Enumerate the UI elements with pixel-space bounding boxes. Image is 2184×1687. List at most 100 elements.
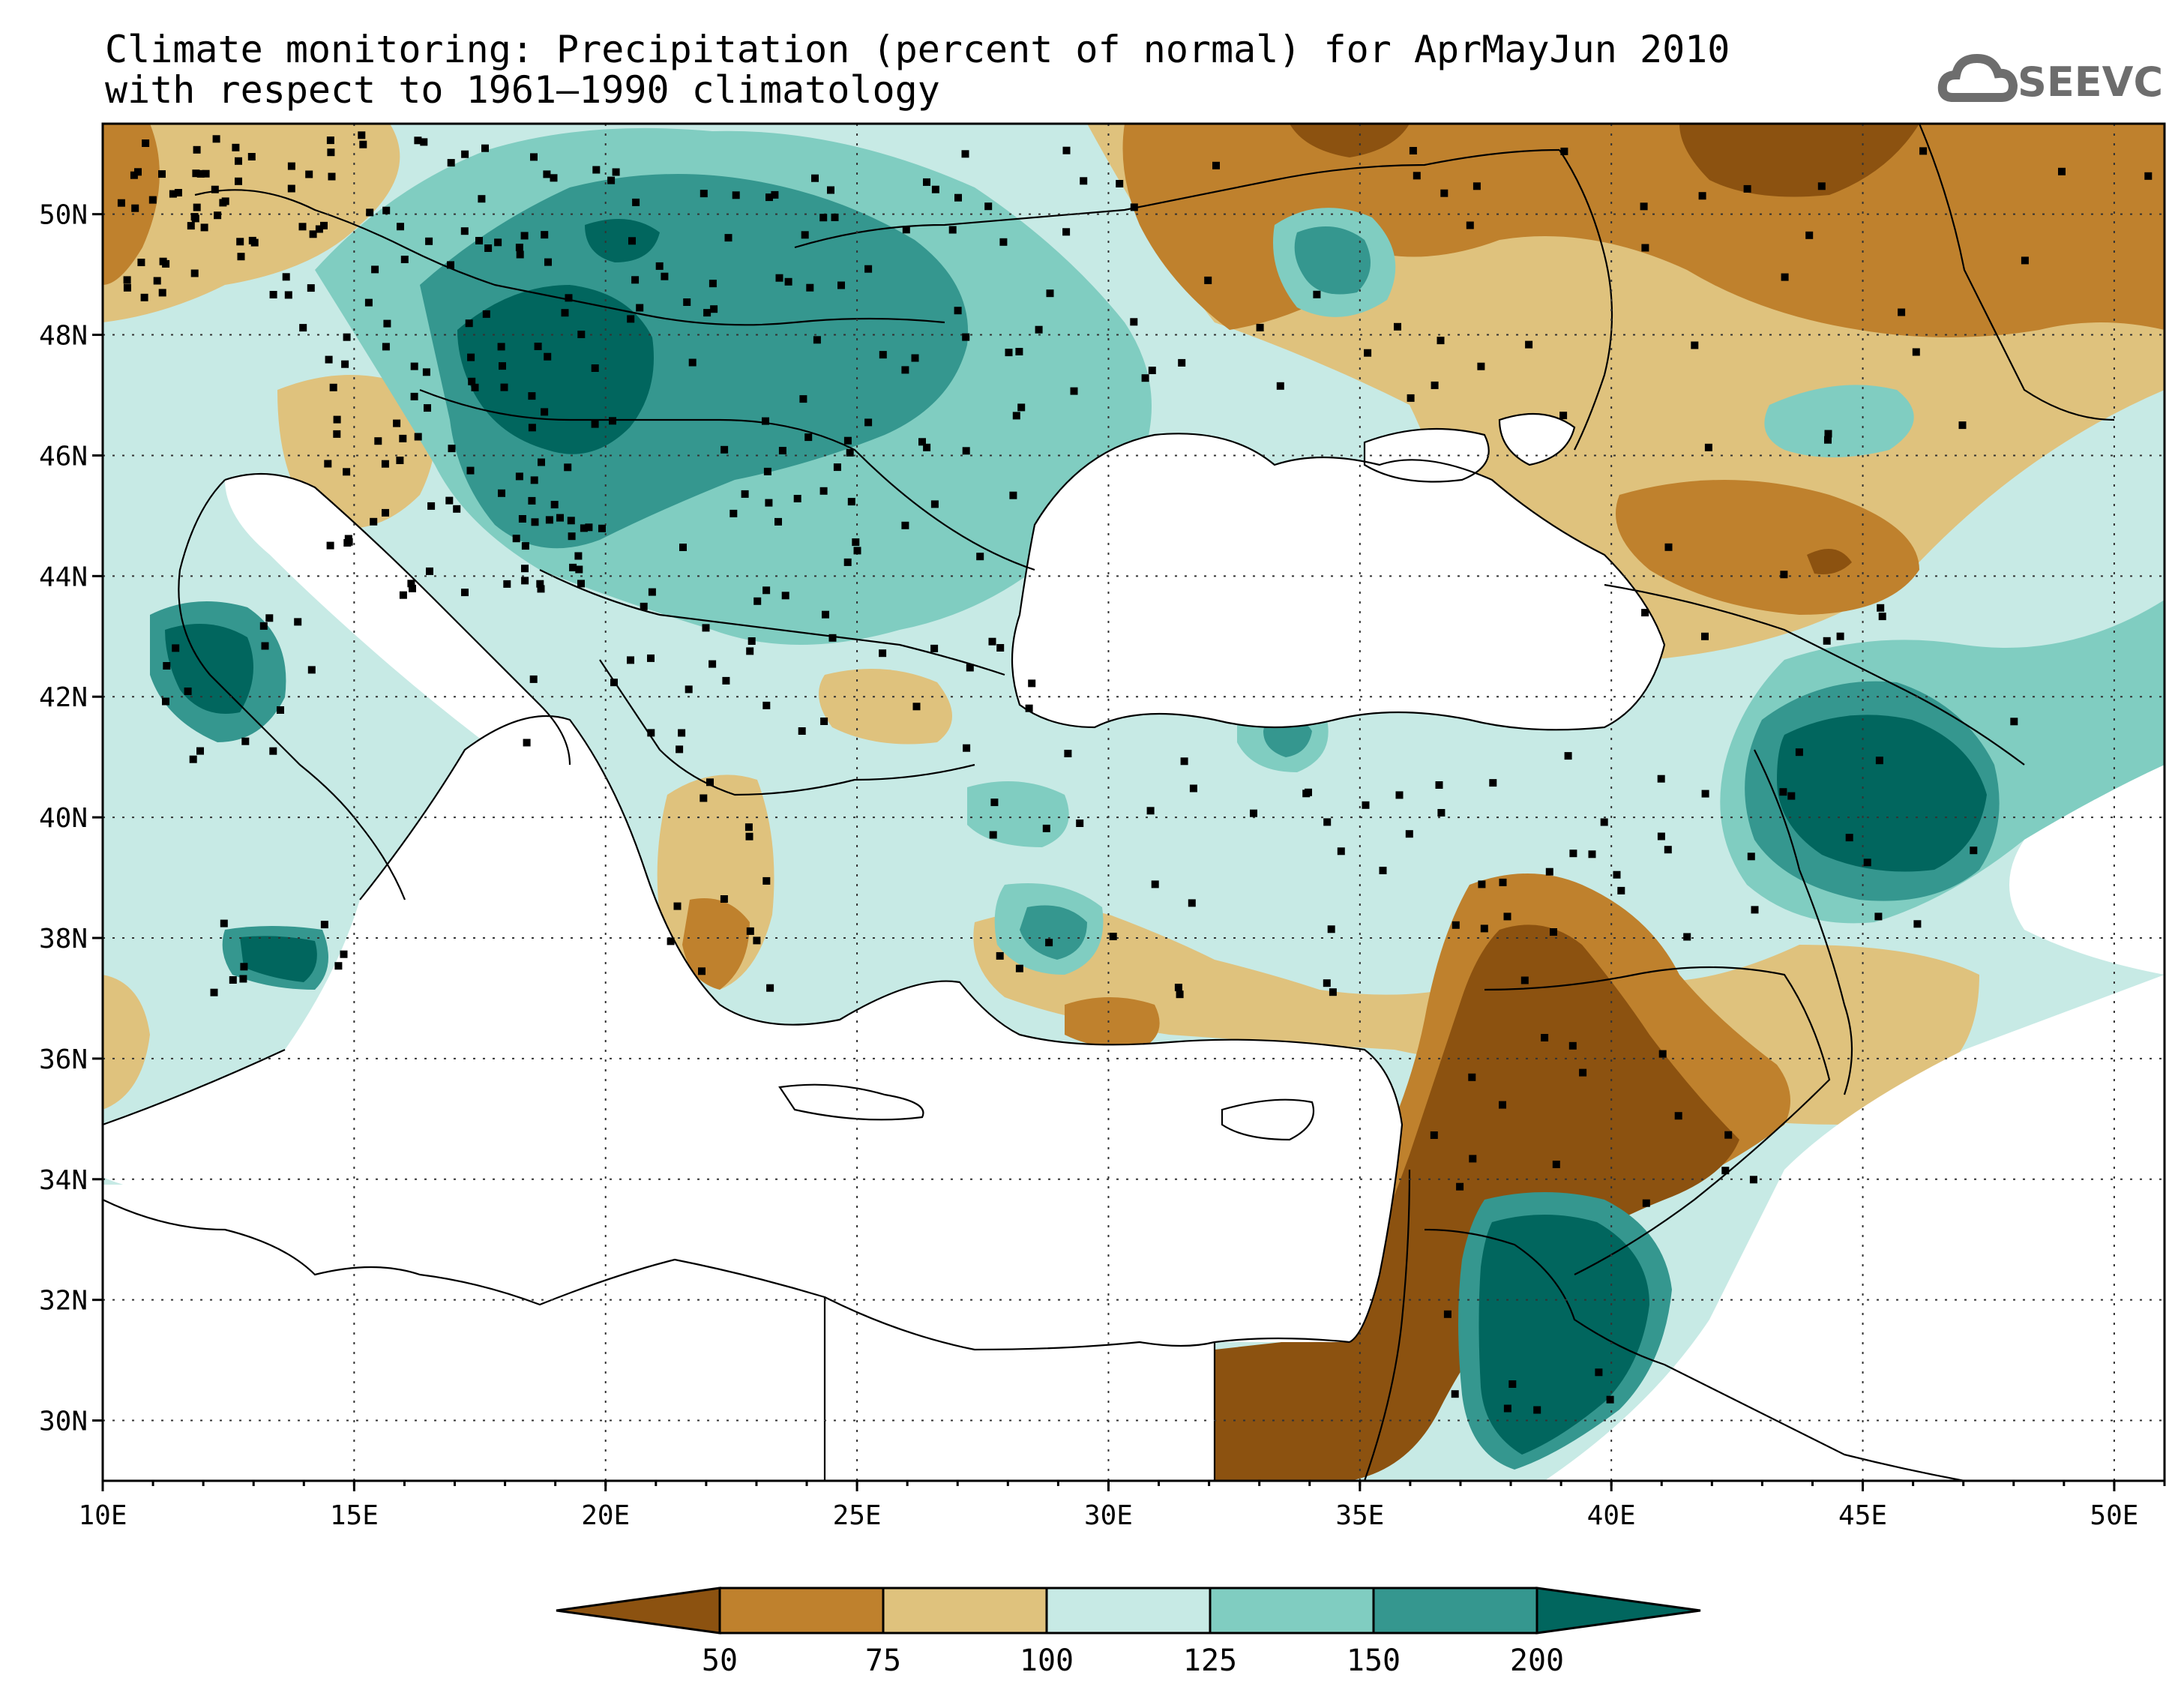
- station-marker: [333, 430, 341, 438]
- lon-tick-label: 40E: [1587, 1500, 1636, 1531]
- station-marker: [2010, 718, 2018, 726]
- station-marker: [744, 823, 753, 832]
- station-marker: [393, 419, 401, 427]
- station-marker: [320, 221, 328, 229]
- station-marker: [988, 637, 996, 646]
- coast-crimea: [1363, 412, 1576, 483]
- lat-tick-label: 30N: [39, 1407, 88, 1437]
- station-marker: [567, 517, 575, 525]
- station-marker: [196, 169, 205, 178]
- station-marker: [1437, 809, 1446, 817]
- station-marker: [1148, 367, 1156, 374]
- station-marker: [1451, 1390, 1459, 1398]
- station-marker: [627, 656, 634, 664]
- station-marker: [1595, 1368, 1603, 1377]
- station-marker: [536, 580, 544, 588]
- station-marker: [269, 291, 277, 298]
- station-marker: [1327, 925, 1335, 933]
- station-marker: [961, 150, 969, 158]
- station-marker: [541, 231, 549, 239]
- station-marker: [820, 718, 828, 725]
- station-marker: [305, 170, 313, 178]
- station-marker: [307, 284, 315, 292]
- station-marker: [192, 169, 200, 178]
- station-marker: [1204, 276, 1212, 284]
- station-marker: [720, 895, 728, 903]
- station-marker: [324, 460, 332, 468]
- station-marker: [1664, 846, 1672, 854]
- station-marker: [901, 521, 909, 529]
- cloud-icon: [1937, 53, 2018, 102]
- lon-tick-label: 10E: [78, 1500, 127, 1531]
- station-marker: [1559, 412, 1568, 420]
- station-marker: [1683, 933, 1691, 941]
- station-marker: [1836, 632, 1844, 640]
- station-marker: [632, 198, 640, 206]
- station-marker: [123, 283, 131, 292]
- station-marker: [410, 362, 418, 370]
- station-marker: [661, 272, 669, 280]
- station-marker: [210, 988, 218, 996]
- station-marker: [494, 238, 502, 247]
- border-europe-1: [194, 189, 945, 326]
- station-marker: [466, 466, 475, 475]
- field-zone-anatolia-green-2b: [1020, 905, 1087, 960]
- station-marker: [531, 518, 539, 526]
- station-marker: [1781, 273, 1789, 281]
- station-marker: [577, 580, 585, 588]
- station-marker: [1520, 976, 1529, 984]
- station-marker: [741, 490, 749, 498]
- station-marker: [837, 281, 845, 289]
- station-marker: [235, 157, 242, 165]
- station-marker: [478, 195, 486, 203]
- map-title-line-1: Climate monitoring: Precipitation (perce…: [105, 28, 1730, 71]
- station-marker: [193, 145, 201, 154]
- station-marker: [996, 644, 1005, 652]
- station-marker: [647, 654, 655, 662]
- station-marker: [148, 196, 157, 204]
- border-europe-3: [539, 569, 1005, 676]
- station-marker: [722, 676, 730, 685]
- station-marker: [382, 508, 389, 517]
- field-zone-volga-brown: [1616, 480, 1919, 615]
- station-marker: [2021, 256, 2029, 265]
- station-marker: [565, 294, 573, 302]
- station-marker: [1437, 337, 1445, 345]
- station-marker: [340, 950, 348, 958]
- station-marker: [530, 476, 538, 484]
- station-marker: [628, 237, 636, 245]
- station-marker: [410, 392, 418, 400]
- station-marker: [515, 244, 523, 251]
- station-marker: [534, 343, 542, 350]
- border-egypt: [823, 1297, 1216, 1481]
- station-marker: [359, 140, 367, 148]
- station-marker: [1178, 358, 1186, 367]
- caspian-nodata: [2009, 765, 2165, 975]
- station-marker: [1337, 847, 1345, 855]
- station-marker: [447, 159, 455, 167]
- station-marker: [159, 257, 167, 265]
- station-marker: [762, 417, 769, 425]
- station-marker: [153, 277, 161, 285]
- station-marker: [447, 261, 454, 269]
- station-marker: [930, 644, 939, 652]
- station-marker: [453, 505, 461, 513]
- station-marker: [1188, 899, 1196, 907]
- station-marker: [827, 186, 834, 194]
- station-marker: [911, 354, 919, 362]
- station-marker: [241, 737, 250, 745]
- station-marker: [1912, 348, 1920, 356]
- station-marker: [1323, 818, 1332, 826]
- station-marker: [142, 139, 150, 147]
- station-marker: [1302, 790, 1311, 798]
- station-marker: [1130, 318, 1138, 326]
- station-marker: [503, 580, 511, 588]
- border-jordan: [1424, 1228, 1965, 1481]
- station-marker: [753, 597, 762, 605]
- station-marker: [497, 343, 505, 351]
- north-africa-nodata: [103, 1185, 1215, 1481]
- axis-ticks: [92, 213, 2166, 1491]
- station-marker: [529, 675, 538, 683]
- axis-labels: 10E 15E 20E 25E 30E 35E 40E 45E 50E 30N 32N 34N 36N 3…: [39, 200, 2138, 1531]
- station-marker: [162, 697, 169, 706]
